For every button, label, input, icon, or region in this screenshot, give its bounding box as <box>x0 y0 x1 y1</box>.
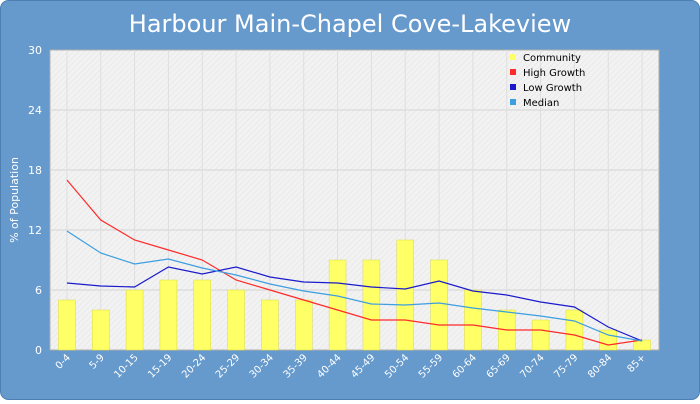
legend-swatch-median <box>510 99 516 105</box>
grid <box>50 50 659 350</box>
bar-community <box>328 259 347 351</box>
bars <box>58 239 651 351</box>
bar-community <box>193 279 211 351</box>
legend-label-median: Median <box>523 98 559 109</box>
series-line-high-growth <box>66 179 643 346</box>
y-tick-label: 0 <box>35 344 42 357</box>
legend-label-low-growth: Low Growth <box>523 83 582 94</box>
legend: Community High Growth Low Growth Median <box>510 53 585 109</box>
bar-community <box>159 279 178 351</box>
y-axis-label: % of Population <box>8 157 21 243</box>
bar-community <box>125 289 144 351</box>
y-tick-label: 30 <box>28 44 42 57</box>
lines <box>66 179 643 346</box>
legend-label-high-growth: High Growth <box>523 68 585 79</box>
y-ticks: 0 6 12 18 24 30 <box>28 44 42 357</box>
bar-community <box>565 309 584 351</box>
bar-community <box>227 289 245 351</box>
y-tick-label: 12 <box>28 224 42 237</box>
bar-community <box>295 299 313 351</box>
bar-community <box>261 299 279 351</box>
bar-community <box>362 259 381 351</box>
bar-community <box>464 289 482 351</box>
series-line-low-growth <box>66 266 643 342</box>
y-tick-label: 18 <box>28 164 42 177</box>
y-tick-label: 24 <box>28 104 42 117</box>
bar-community <box>58 299 76 351</box>
legend-label-community: Community <box>523 53 581 64</box>
series-line-median <box>66 230 643 342</box>
bar-community <box>531 319 550 351</box>
legend-swatch-low-growth <box>510 84 516 90</box>
legend-swatch-high-growth <box>510 69 516 75</box>
legend-swatch-community <box>510 54 516 60</box>
chart-title: Harbour Main-Chapel Cove-Lakeview <box>128 10 572 38</box>
y-tick-label: 6 <box>35 284 42 297</box>
bar-community <box>633 339 651 351</box>
bar-community <box>396 239 414 351</box>
bar-community <box>430 259 448 351</box>
bar-community <box>599 329 617 351</box>
bar-community <box>92 309 110 351</box>
